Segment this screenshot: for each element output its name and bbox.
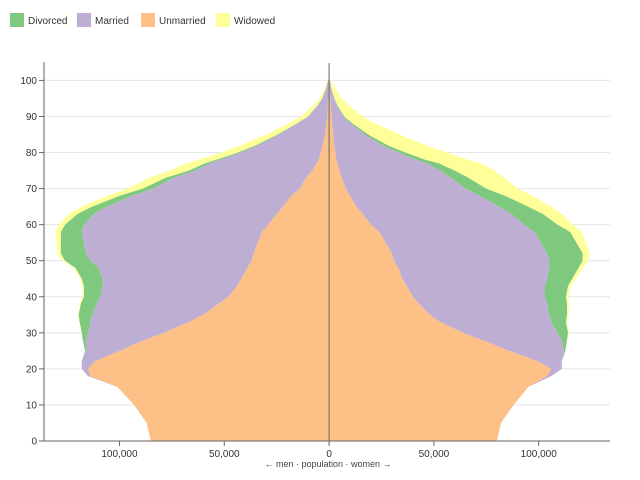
axes: 0 10 20 30 40 50 60 70 80 90 100 100,000 50,000 0 50,0… [20,62,610,460]
x-tick-label-0: 100,000 [101,449,138,460]
legend-swatch-divorced [10,13,24,27]
x-tick-label-1: 50,000 [209,449,240,460]
legend-label-married: Married [95,16,129,27]
y-tick-label-90: 90 [26,112,38,123]
y-tick-label-20: 20 [26,364,38,375]
y-tick-label-0: 0 [31,437,37,448]
x-tick-label-2: 0 [326,449,332,460]
y-tick-label-100: 100 [20,76,37,87]
legend-swatch-unmarried [141,13,155,27]
legend-label-widowed: Widowed [234,16,275,27]
y-tick-label-10: 10 [26,400,38,411]
men-series-areas [55,80,330,442]
y-tick-label-30: 30 [26,328,38,339]
y-tick-label-80: 80 [26,148,38,159]
legend-swatch-married [77,13,91,27]
legend-item-divorced[interactable]: Divorced [10,13,67,27]
legend: Divorced Married Unmarried Widowed [10,13,275,27]
women-unmarried-area [329,80,552,442]
women-widowed-area [330,80,590,442]
women-married-area [329,80,564,442]
legend-label-divorced: Divorced [28,16,67,27]
legend-item-widowed[interactable]: Widowed [216,13,275,27]
men-married-area [81,80,329,442]
legend-item-married[interactable]: Married [77,13,129,27]
y-tick-label-60: 60 [26,220,38,231]
x-tick-label-4: 100,000 [521,449,558,460]
x-axis-title: ← men · population · women → [264,459,391,469]
legend-item-unmarried[interactable]: Unmarried [141,13,206,27]
y-tick-label-50: 50 [26,256,38,267]
y-tick-label-40: 40 [26,292,38,303]
x-tick-label-3: 50,000 [419,449,450,460]
men-unmarried-area [88,80,330,442]
women-series-areas [329,80,590,442]
legend-swatch-widowed [216,13,230,27]
legend-label-unmarried: Unmarried [159,16,206,27]
y-tick-label-70: 70 [26,184,38,195]
